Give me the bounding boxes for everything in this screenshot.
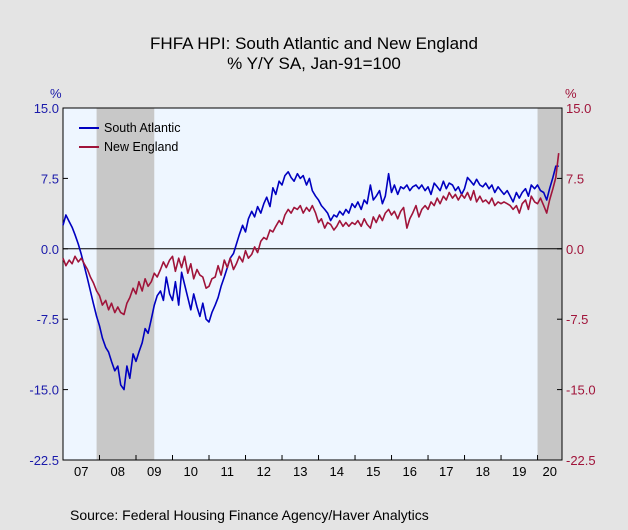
- x-tick-label: 19: [512, 464, 526, 479]
- recession-band-1: [96, 108, 155, 460]
- x-tick-label: 09: [147, 464, 161, 479]
- x-tick-label: 13: [293, 464, 307, 479]
- y-tick-label-right: -15.0: [566, 383, 596, 398]
- source-note: Source: Federal Housing Finance Agency/H…: [70, 507, 429, 523]
- y-tick-label-left: 0.0: [41, 242, 59, 257]
- y-tick-label-left: 15.0: [34, 101, 59, 116]
- x-tick-label: 11: [221, 464, 235, 479]
- x-tick-label: 20: [543, 464, 557, 479]
- x-tick-label: 07: [74, 464, 88, 479]
- x-tick-label: 12: [257, 464, 271, 479]
- plot-border: [62, 107, 563, 461]
- y-tick-label-right: -7.5: [566, 312, 588, 327]
- x-tick-label: 18: [476, 464, 490, 479]
- legend-label-1: South Atlantic: [104, 121, 180, 135]
- y-tick-label-right: -22.5: [566, 453, 596, 468]
- line-chart: 15.0 15.0 7.5 7.5 0.0 0.0 -7.5 -7.5 -15.0 -15.0 -2…: [29, 101, 596, 479]
- y-tick-label-right: 7.5: [566, 171, 584, 186]
- south-atlantic-line: [62, 165, 559, 391]
- legend-label-2: New England: [104, 140, 178, 154]
- y-tick-label-right: 15.0: [566, 101, 591, 116]
- x-tick-label: 08: [111, 464, 125, 479]
- x-tick-label: 17: [439, 464, 453, 479]
- chart-subtitle: % Y/Y SA, Jan-91=100: [227, 54, 401, 73]
- x-tick-label: 10: [184, 464, 198, 479]
- y-tick-label-left: -22.5: [29, 453, 59, 468]
- x-tick-label: 15: [366, 464, 380, 479]
- chart-title: FHFA HPI: South Atlantic and New England: [150, 34, 478, 53]
- x-tick-label: 14: [330, 464, 344, 479]
- y-tick-label-right: 0.0: [566, 242, 584, 257]
- y-tick-label-left: -7.5: [37, 312, 59, 327]
- y-tick-label-left: 7.5: [41, 171, 59, 186]
- x-tick-label: 16: [403, 464, 417, 479]
- left-axis-unit: %: [50, 86, 62, 101]
- y-tick-label-left: -15.0: [29, 383, 59, 398]
- right-axis-unit: %: [565, 86, 577, 101]
- new-england-line: [62, 153, 560, 316]
